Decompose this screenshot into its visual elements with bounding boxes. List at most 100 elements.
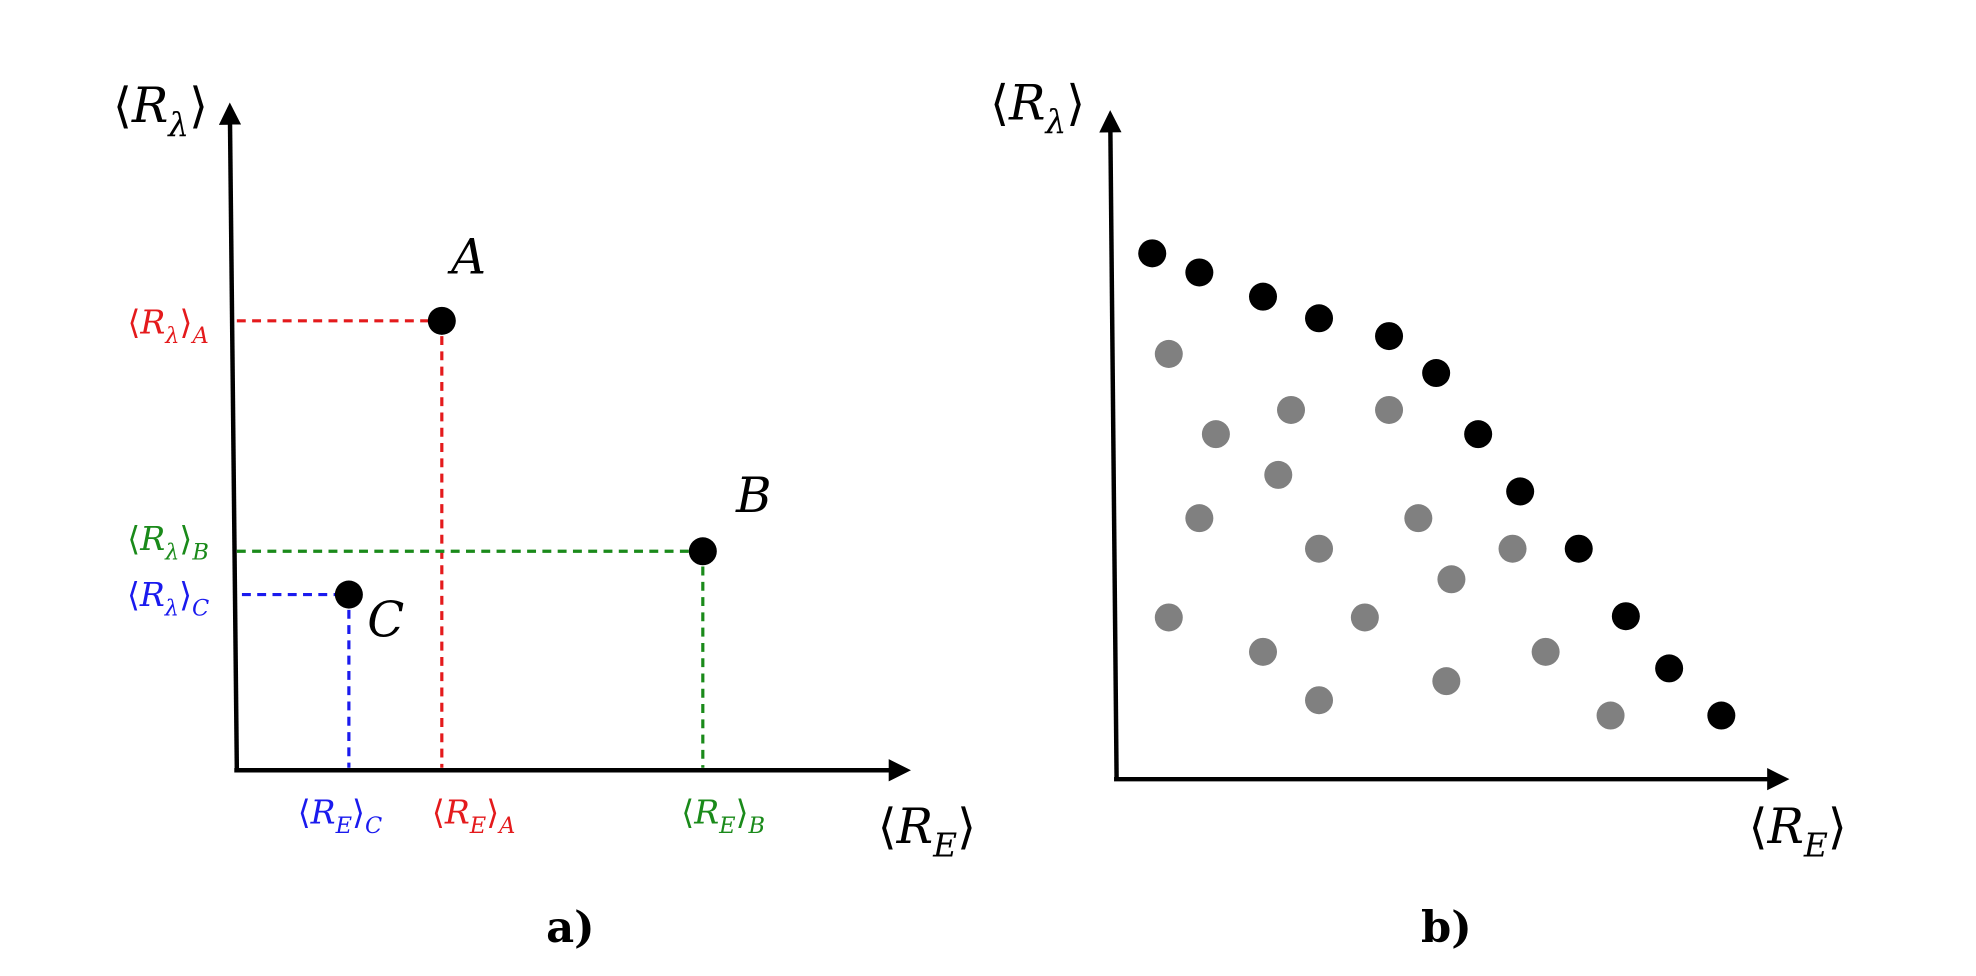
close-bracket: ⟩ [179,575,192,614]
subscript: E [932,825,957,864]
open-bracket: ⟨ [878,799,897,855]
variable: R [139,303,165,342]
caption: a) [546,902,595,953]
index: C [192,595,209,621]
close-bracket: ⟩ [180,303,193,342]
black-dot [1185,258,1214,287]
subscript: λ [164,323,179,349]
subscript: λ [164,539,179,565]
gray-dot [1531,637,1560,666]
black-dot [1375,322,1404,351]
black-dot [1564,534,1593,563]
point-b [688,537,717,566]
close-bracket: ⟩ [957,799,976,855]
variable: R [1767,799,1804,855]
gray-dot [1305,534,1334,563]
black-dot [1422,359,1451,388]
variable: R [131,78,168,134]
subscript: λ [166,105,189,144]
gray-dot [1154,603,1183,632]
black-dot [1611,602,1640,631]
subscript: E [335,813,353,839]
point-name: B [735,468,772,524]
gray-dot [1404,504,1433,533]
close-bracket: ⟩ [352,793,365,832]
variable: R [310,793,336,832]
math-label: ⟨Rλ⟩C [127,575,209,621]
subscript: λ [1043,102,1066,141]
subscript: E [718,813,736,839]
point-name: C [367,593,404,649]
math-label: ⟨RE⟩B [681,793,765,839]
gray-dot [1248,637,1278,666]
math-label: ⟨Rλ⟩B [127,519,209,565]
gray-dot [1596,701,1625,730]
y-axis [218,102,242,771]
black-dot [1655,654,1684,683]
close-bracket: ⟩ [189,78,208,134]
index: B [191,539,209,565]
gray-dot [1375,395,1404,424]
panel-b [1099,110,1790,791]
black-dot [1707,701,1736,730]
index: A [190,323,208,349]
open-bracket: ⟨ [681,793,694,832]
gray-dot [1437,565,1466,594]
open-bracket: ⟨ [127,575,140,614]
variable: R [139,519,165,558]
gray-dot [1498,534,1527,563]
math-label: ⟨Rλ⟩ [990,76,1085,142]
open-bracket: ⟨ [113,78,132,134]
variable: R [444,793,470,832]
point-name: A [447,230,486,286]
guide-c [241,592,351,768]
close-bracket: ⟩ [1066,76,1085,132]
gray-dot [1350,603,1379,632]
variable: R [693,793,719,832]
close-bracket: ⟩ [179,519,192,558]
math-label: ⟨RE⟩A [432,793,515,839]
caption: b) [1421,902,1472,953]
variable: R [1008,76,1045,132]
subscript: λ [164,595,179,621]
variable: R [139,575,165,614]
open-bracket: ⟨ [1749,799,1768,855]
open-bracket: ⟨ [127,519,140,558]
gray-dot [1264,460,1293,489]
math-label: ⟨RE⟩ [1749,799,1847,865]
close-bracket: ⟩ [486,793,499,832]
open-bracket: ⟨ [127,303,140,342]
math-label: ⟨Rλ⟩ [113,78,208,144]
index: C [365,813,382,839]
open-bracket: ⟨ [298,793,311,832]
math-label: ⟨RE⟩C [298,793,382,839]
black-dot [1506,477,1535,506]
gray-dot [1154,339,1183,368]
gray-dot [1305,686,1334,715]
point-c [334,580,363,609]
gray-dot [1185,504,1214,533]
black-dot [1464,420,1493,449]
math-label: ⟨Rλ⟩A [127,303,208,349]
open-bracket: ⟨ [432,793,445,832]
variable: R [896,799,933,855]
black-dot [1138,239,1167,268]
math-label: ⟨RE⟩ [878,799,976,865]
close-bracket: ⟩ [1828,799,1847,855]
y-axis [1099,110,1122,780]
index: B [748,813,766,839]
dots [1138,239,1736,730]
guide-a [236,319,444,768]
guide-b [236,549,705,768]
panel-a [218,102,911,782]
gray-dot [1277,395,1306,424]
gray-dot [1432,667,1461,696]
close-bracket: ⟩ [736,793,749,832]
subscript: E [1803,825,1828,864]
subscript: E [469,813,487,839]
black-dot [1305,304,1334,333]
point-a [427,306,456,335]
open-bracket: ⟨ [990,76,1009,132]
index: A [497,813,515,839]
